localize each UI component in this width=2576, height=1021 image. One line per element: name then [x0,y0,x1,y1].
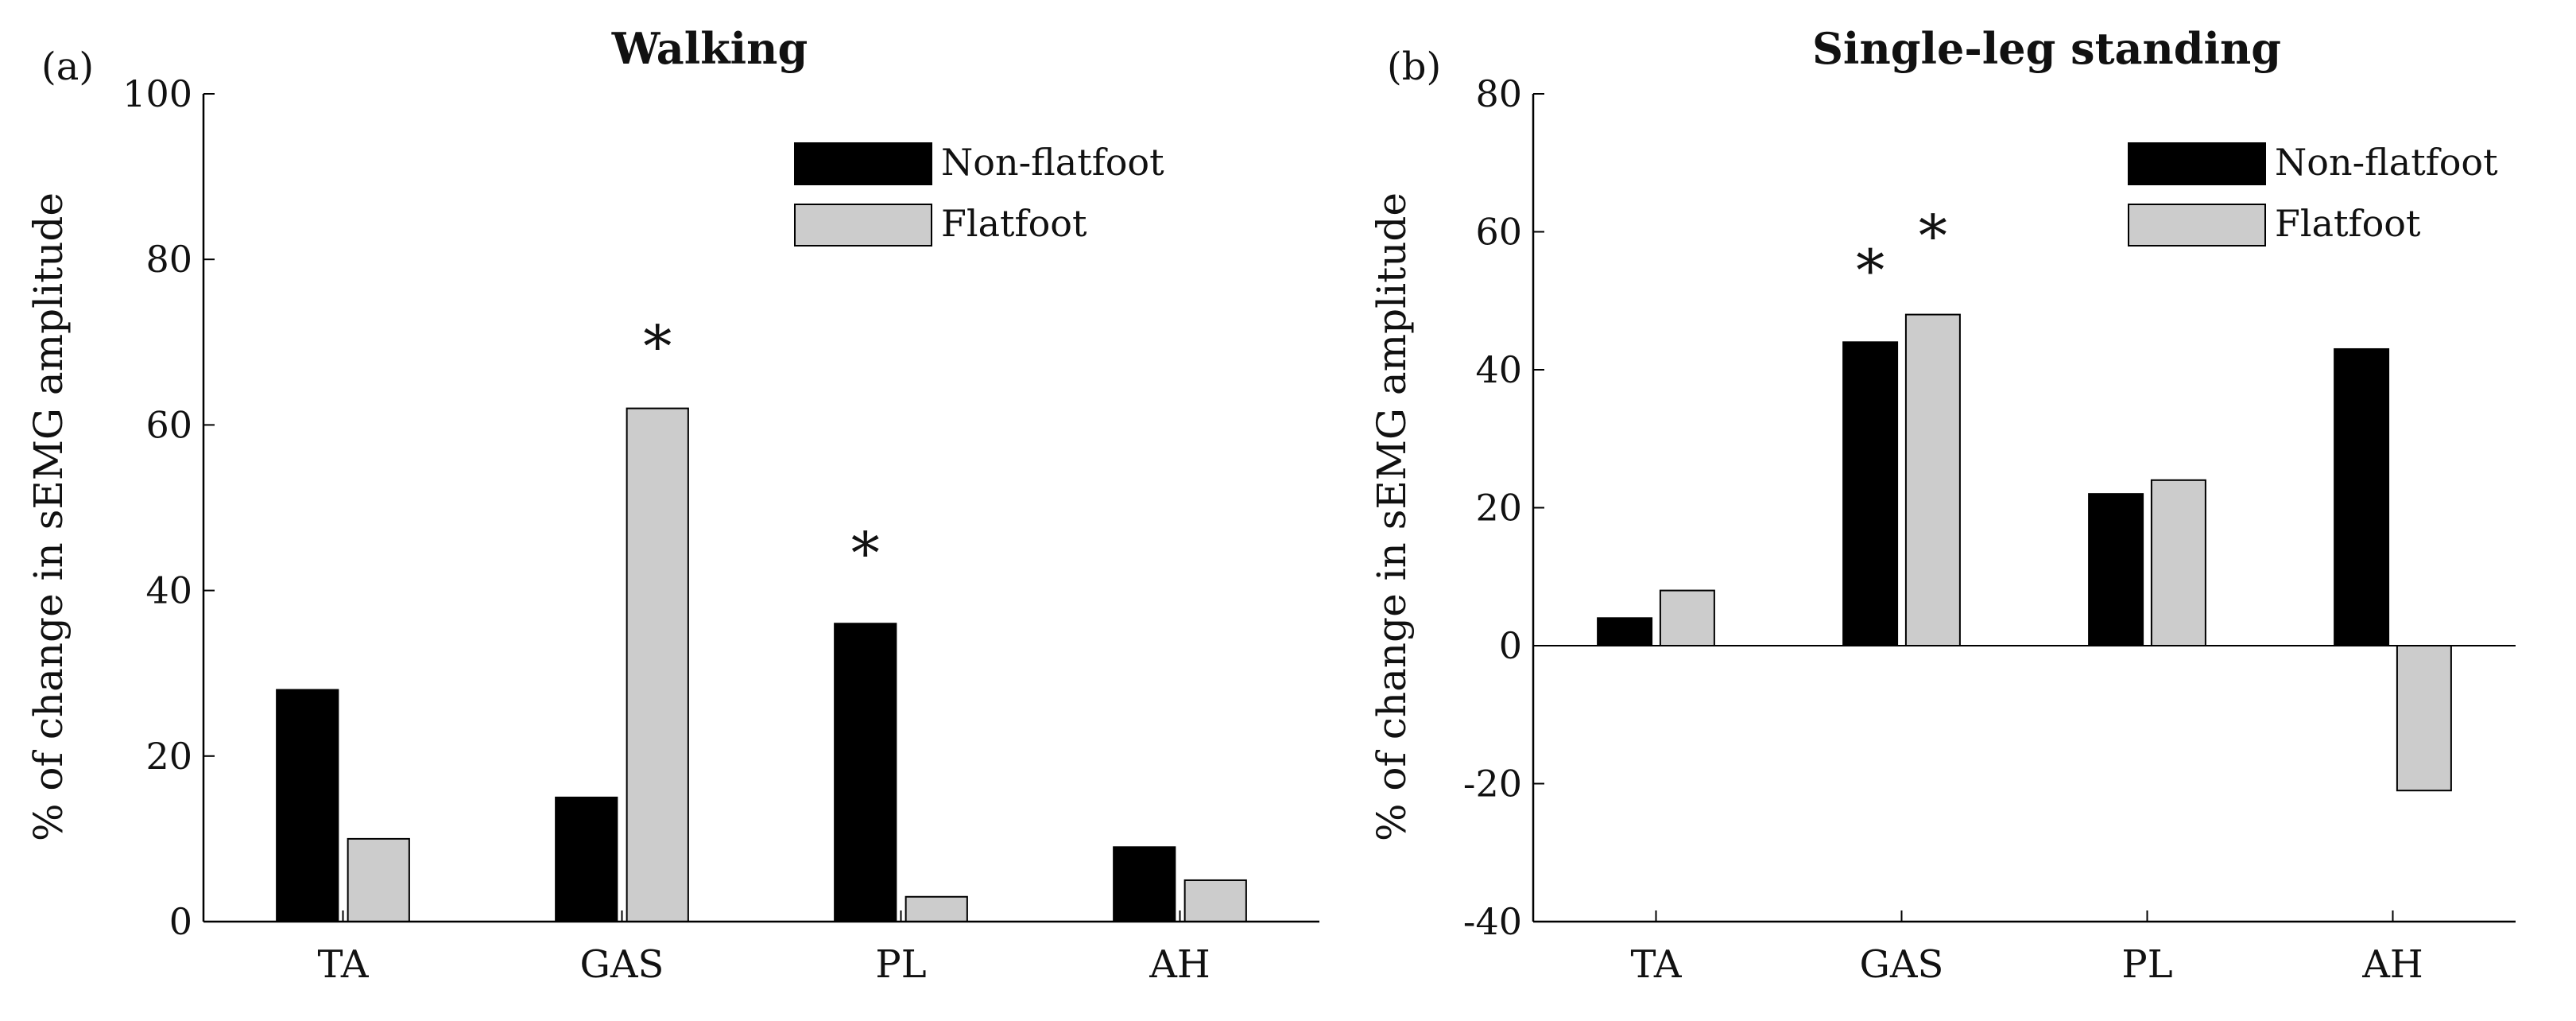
bar-ah-flatfoot [1183,879,1247,922]
panel-label: (a) [41,45,94,89]
x-tick-label: TA [317,942,369,987]
y-tick-label: 40 [1475,348,1522,391]
legend-swatch-flatfoot [2128,204,2266,247]
y-axis-label: % of change in sEMG amplitude [1369,192,1415,841]
bar-pl-flatfoot [905,895,968,923]
chart-walking: (a) Walking % of change in sEMG amplitud… [25,23,1319,987]
y-tick-label: 60 [145,403,192,446]
bar-ah-non-flatfoot [2334,347,2390,646]
bar-pl-flatfoot [2150,479,2206,646]
legend-label-non-flatfoot: Non-flatfoot [2275,141,2498,184]
y-tick-label: -20 [1463,763,1522,806]
bar-ah-flatfoot [2396,645,2452,792]
y-tick-label: 80 [1475,72,1522,115]
bar-ta-flatfoot [347,837,410,923]
y-tick-label: 0 [1499,624,1522,667]
y-tick-label: 40 [145,569,192,612]
chart-single-leg-standing: (b) Single-leg standing % of change in s… [1369,23,2516,987]
legend-swatch-non-flatfoot [794,142,932,185]
bar-gas-non-flatfoot [555,796,618,922]
y-tick-label: 100 [122,72,192,115]
bar-ta-non-flatfoot [276,689,339,923]
y-tick-label: 20 [1475,487,1522,530]
bar-ah-non-flatfoot [1113,846,1176,923]
legend-swatch-non-flatfoot [2128,142,2266,185]
x-tick-label: GAS [580,942,664,987]
x-tick-label: PL [875,942,926,987]
significance-marker: * [851,520,880,587]
bar-gas-flatfoot [626,407,689,922]
chart-title: Single-leg standing [1812,23,2281,74]
legend-swatch-flatfoot [794,204,932,247]
x-tick-label: PL [2121,942,2172,987]
bar-ta-flatfoot [1659,589,1715,646]
bar-ta-non-flatfoot [1597,617,1653,646]
legend-label-non-flatfoot: Non-flatfoot [941,141,1164,184]
x-tick-label: TA [1630,942,1682,987]
x-tick-label: AH [1149,942,1211,987]
y-tick-label: -40 [1463,900,1522,943]
y-tick-label: 80 [145,238,192,281]
x-tick-label: AH [2361,942,2423,987]
significance-marker: * [1919,203,1947,270]
significance-marker: * [1856,237,1885,304]
bar-pl-non-flatfoot [834,623,897,922]
y-axis-label: % of change in sEMG amplitude [25,192,72,841]
bar-pl-non-flatfoot [2088,493,2144,647]
y-tick-label: 20 [145,735,192,778]
significance-marker: * [643,313,672,379]
y-tick-label: 60 [1475,211,1522,254]
bar-gas-non-flatfoot [1842,341,1899,646]
legend-label-flatfoot: Flatfoot [941,202,1087,245]
legend-label-flatfoot: Flatfoot [2275,202,2421,245]
y-tick-label: 0 [169,900,192,943]
x-tick-label: GAS [1860,942,1944,987]
chart-title: Walking [611,23,808,74]
panel-label: (b) [1387,45,1441,89]
bar-gas-flatfoot [1904,313,1961,646]
